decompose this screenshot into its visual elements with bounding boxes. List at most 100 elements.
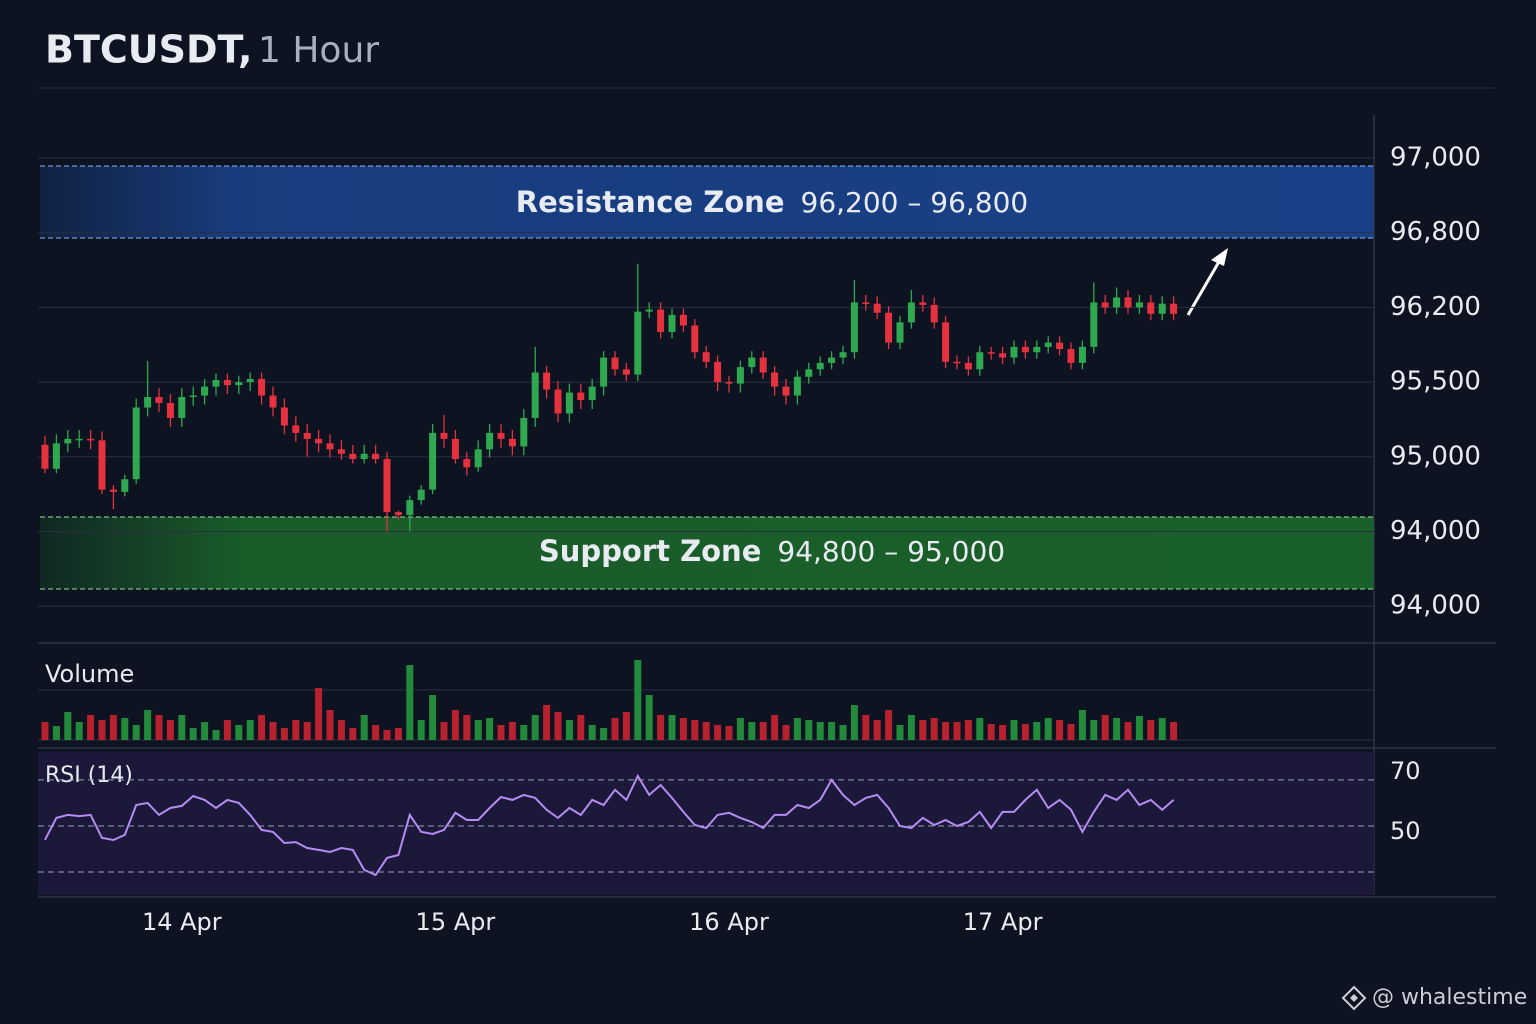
volume-bar	[964, 720, 972, 740]
candle-body	[748, 357, 756, 368]
volume-bar	[520, 725, 528, 740]
candle-body	[873, 303, 881, 313]
volume-bar	[668, 715, 676, 740]
volume-bar	[1078, 710, 1086, 740]
volume-bar	[1170, 722, 1178, 740]
candle-body	[702, 352, 710, 362]
volume-bar	[1090, 720, 1098, 740]
y-tick-label: 94,000	[1390, 516, 1481, 546]
candle-body	[269, 395, 277, 408]
candle-body	[280, 407, 288, 426]
candle-body	[258, 378, 266, 396]
y-tick-label: 97,000	[1390, 143, 1481, 173]
zone-name: Support Zone	[539, 534, 762, 568]
volume-bar	[508, 722, 516, 740]
candle-body	[771, 372, 779, 387]
candle-body	[896, 322, 904, 343]
candle-body	[1158, 303, 1166, 314]
support-zone	[40, 517, 1374, 589]
watermark-icon	[1341, 985, 1367, 1011]
volume-title: Volume	[45, 660, 134, 688]
candle-body	[839, 352, 847, 358]
candle-body	[520, 417, 528, 447]
volume-bar	[953, 722, 961, 740]
volume-bar	[451, 710, 459, 740]
volume-bar	[600, 728, 608, 740]
volume-bar	[771, 715, 779, 740]
y-tick-label: 96,200	[1390, 292, 1481, 322]
volume-bar	[942, 722, 950, 740]
volume-bar	[930, 718, 938, 740]
candle-body	[440, 432, 448, 439]
volume-bar	[611, 718, 619, 740]
candle-body	[109, 489, 117, 492]
volume-bar	[691, 720, 699, 740]
volume-bar	[919, 720, 927, 740]
candle-body	[1101, 302, 1109, 308]
volume-bar	[486, 718, 494, 740]
volume-bar	[1033, 722, 1041, 740]
candle-body	[953, 361, 961, 364]
x-tick-label: 17 Apr	[963, 908, 1043, 936]
candle-body	[429, 432, 437, 490]
volume-bar	[417, 720, 425, 740]
volume-bar	[657, 715, 665, 740]
candle-body	[52, 443, 60, 469]
volume-bar	[725, 726, 733, 740]
candle-body	[999, 353, 1007, 358]
rsi-panel	[38, 752, 1374, 895]
candle-body	[600, 357, 608, 387]
candle-body	[919, 302, 927, 305]
volume-bar	[372, 725, 380, 740]
y-tick-label: 95,000	[1390, 441, 1481, 471]
volume-bar	[759, 722, 767, 740]
candle-body	[976, 352, 984, 370]
candle-body	[942, 322, 950, 362]
volume-bar	[1021, 724, 1029, 740]
volume-bar	[679, 718, 687, 740]
candle-body	[394, 512, 402, 516]
candle-body	[1170, 303, 1178, 314]
volume-bar	[805, 720, 813, 740]
candle-body	[668, 314, 676, 332]
volume-bar	[98, 720, 106, 740]
volume-bar	[383, 730, 391, 740]
candle-body	[417, 489, 425, 501]
candle-body	[987, 352, 995, 354]
candle-body	[486, 432, 494, 450]
candle-body	[406, 500, 414, 516]
candle-body	[816, 362, 824, 370]
candle-body	[1067, 349, 1075, 363]
volume-bar	[987, 724, 995, 740]
rsi-tick-label: 70	[1390, 757, 1421, 785]
candle-body	[611, 357, 619, 370]
candle-body	[885, 312, 893, 343]
volume-bar	[634, 660, 642, 740]
candle-body	[144, 397, 152, 408]
candle-body	[337, 449, 345, 454]
volume-bar	[1101, 715, 1109, 740]
volume-bar	[702, 722, 710, 740]
volume-bar	[565, 720, 573, 740]
candle-body	[132, 407, 140, 480]
zone-name: Resistance Zone	[516, 185, 785, 219]
zone-label: Support Zone 94,800 – 95,000	[539, 534, 1005, 568]
candle-body	[554, 389, 562, 414]
volume-bar	[736, 718, 744, 740]
candle-body	[189, 395, 197, 398]
volume-bar	[474, 720, 482, 740]
candle-body	[1056, 342, 1064, 350]
candle-body	[759, 357, 767, 373]
candle-body	[850, 302, 858, 353]
volume-bar	[155, 715, 163, 740]
volume-bar	[246, 720, 254, 740]
volume-bar	[429, 695, 437, 740]
candle-body	[155, 397, 163, 404]
volume-bar	[816, 722, 824, 740]
candle-body	[907, 302, 915, 323]
volume-bar	[166, 720, 174, 740]
candle-body	[588, 386, 596, 401]
volume-bar	[212, 730, 220, 740]
interval: 1 Hour	[258, 30, 379, 71]
